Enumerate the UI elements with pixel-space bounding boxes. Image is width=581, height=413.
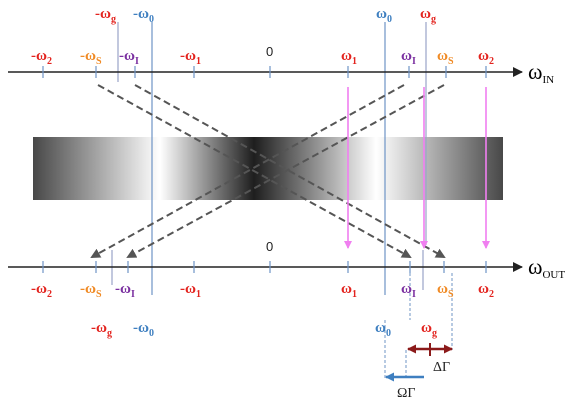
time-modulation-band [33,137,503,200]
label-out-minus-omega-2: -ω2 [31,281,52,300]
arrow-neg-s [126,84,445,258]
label-in-omega-s: ωS [437,48,454,67]
axis-out-name: ωOUT [528,254,565,281]
label-out-zero: 0 [266,239,273,254]
conversion-arrows [90,84,446,258]
label-omega-g-top: ωg [420,6,436,25]
arrow-neg-i [90,84,405,258]
pass-through-arrows [344,87,490,249]
label-in-zero: 0 [266,44,273,59]
label-in-minus-omega-1: -ω1 [180,48,201,67]
axis-in-name: ωIN [528,59,554,86]
label-in-omega-2: ω2 [478,48,494,67]
arrow-s-to-i [97,84,412,258]
label-bottom-minus-omega-g: -ωg [91,320,112,339]
label-out-minus-omega-s: -ωS [80,281,102,300]
label-out-omega-s: ωS [437,281,454,300]
label-bottom-omega-g: ωg [421,320,437,339]
delta-gamma-label: ΔΓ [433,360,450,375]
axis-out-ticks [42,261,487,273]
label-bottom-minus-omega-0: -ω0 [133,320,154,339]
label-omega-0-top: ω0 [376,6,392,25]
label-out-omega-1: ω1 [341,281,357,300]
label-in-minus-omega-2: -ω2 [31,48,52,67]
label-minus-omega-g-top: -ωg [95,6,116,25]
label-bottom-omega-0: ω0 [375,320,391,339]
label-in-minus-omega-s: -ωS [80,48,102,67]
guide-lines [384,273,453,378]
axis-in-ticks [42,66,487,78]
label-in-minus-omega-i: -ωI [119,48,139,67]
label-out-minus-omega-i: -ωI [115,281,135,300]
omega-gamma-label: ΩΓ [397,386,416,401]
label-minus-omega-0-top: -ω0 [133,6,154,25]
label-out-omega-i: ωI [401,281,416,300]
arrow-i-to-s [134,84,446,258]
label-out-minus-omega-1: -ω1 [180,281,201,300]
label-in-omega-i: ωI [401,48,416,67]
label-in-omega-1: ω1 [341,48,357,67]
label-out-omega-2: ω2 [478,281,494,300]
